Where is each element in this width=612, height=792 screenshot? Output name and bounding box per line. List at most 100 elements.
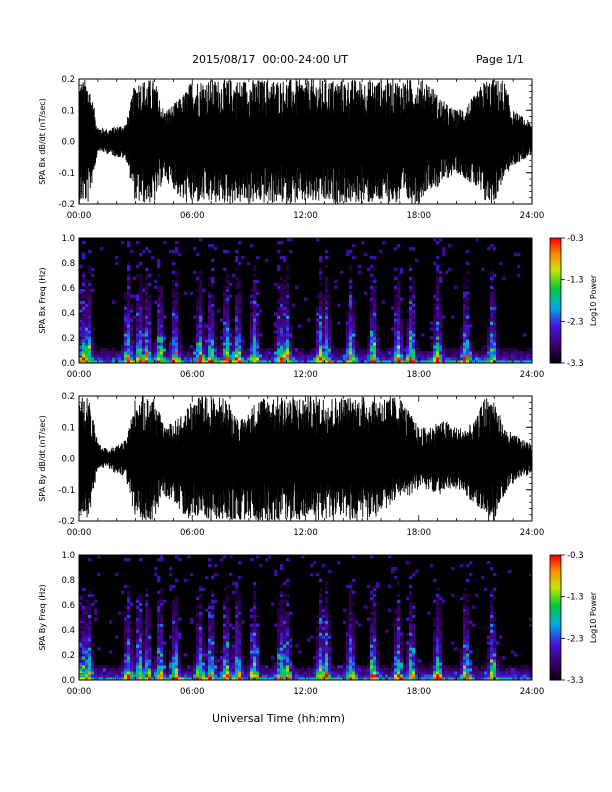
spectrogram-cell bbox=[145, 668, 149, 672]
spectrogram-cell bbox=[436, 324, 440, 328]
spectrogram-cell bbox=[430, 345, 434, 349]
spectrogram-cell bbox=[478, 360, 482, 364]
spectrogram-cell bbox=[394, 647, 398, 651]
spectrogram-cell bbox=[244, 677, 248, 681]
spectrogram-cell bbox=[505, 354, 509, 358]
spectrogram-cell bbox=[493, 647, 497, 651]
spectrogram-cell bbox=[88, 264, 92, 269]
spectrogram-cell bbox=[316, 641, 320, 645]
spectrogram-cell bbox=[139, 306, 143, 310]
spectrogram-cell bbox=[319, 324, 323, 328]
spectrogram-cell bbox=[493, 324, 497, 328]
spectrogram-cell bbox=[394, 276, 398, 281]
spectrogram-cell bbox=[370, 255, 374, 260]
spectrogram-cell bbox=[199, 641, 203, 645]
spectrogram-cell bbox=[394, 348, 398, 352]
spectrogram-cell bbox=[352, 348, 356, 352]
spectrogram-cell bbox=[79, 306, 83, 310]
spectrogram-cell bbox=[196, 638, 200, 642]
spectrogram-cell bbox=[283, 330, 287, 334]
spectrogram-cell bbox=[379, 674, 383, 678]
spectrogram-cell bbox=[307, 677, 311, 681]
spectrogram-cell bbox=[370, 638, 374, 642]
spectrogram-cell bbox=[223, 650, 227, 654]
spectrogram-cell bbox=[325, 632, 329, 636]
spectrogram-cell bbox=[142, 303, 146, 307]
spectrogram-cell bbox=[214, 644, 218, 648]
spectrogram-cell bbox=[466, 611, 470, 615]
spectrogram-cell bbox=[79, 626, 83, 630]
spectrogram-cell bbox=[178, 677, 182, 681]
spectrogram-cell bbox=[319, 599, 323, 604]
spectrogram-cell bbox=[496, 348, 500, 352]
spectrogram-cell bbox=[97, 677, 101, 681]
spectrogram-cell bbox=[97, 572, 101, 577]
spectrogram-cell bbox=[466, 674, 470, 678]
spectrogram-cell bbox=[199, 345, 203, 349]
spectrogram-cell bbox=[490, 243, 494, 248]
spectrogram-cell bbox=[235, 267, 239, 272]
spectrogram-cell bbox=[469, 330, 473, 334]
spectrogram-cell bbox=[196, 303, 200, 307]
colorbar-swatch bbox=[550, 590, 561, 593]
spectrogram-cell bbox=[193, 653, 197, 657]
colorbar-swatch bbox=[550, 290, 561, 293]
spectrogram-cell bbox=[511, 650, 515, 654]
spectrogram-cell bbox=[409, 590, 413, 595]
spectrogram-cell bbox=[82, 339, 86, 343]
spectrogram-cell bbox=[121, 668, 125, 672]
spectrogram-cell bbox=[376, 584, 380, 589]
spectrogram-cell bbox=[502, 677, 506, 681]
spectrogram-cell bbox=[493, 246, 497, 251]
spectrogram-cell bbox=[124, 345, 128, 349]
spectrogram-cell bbox=[466, 638, 470, 642]
spectrogram-cell bbox=[223, 354, 227, 358]
spectrogram-cell bbox=[529, 668, 533, 672]
spectrogram-cell bbox=[490, 303, 494, 307]
spectrogram-cell bbox=[79, 345, 83, 349]
spectrogram-cell bbox=[238, 318, 242, 322]
y-tick-label: 0.0 bbox=[61, 138, 75, 148]
spectrogram-cell bbox=[400, 324, 404, 328]
spectrogram-cell bbox=[85, 324, 89, 328]
spectrogram-cell bbox=[160, 644, 164, 648]
spectrogram-cell bbox=[157, 345, 161, 349]
spectrogram-cell bbox=[235, 351, 239, 355]
spectrogram-cell bbox=[370, 279, 374, 284]
spectrogram-cell bbox=[208, 345, 212, 349]
spectrogram-cell bbox=[409, 294, 413, 298]
spectrogram-cell bbox=[169, 345, 173, 349]
spectrogram-cell bbox=[490, 629, 494, 633]
spectrogram-cell bbox=[175, 602, 179, 606]
spectrogram-cell bbox=[226, 294, 230, 298]
spectrogram-cell bbox=[298, 674, 302, 678]
spectrogram-cell bbox=[406, 342, 410, 346]
spectrogram-cell bbox=[238, 671, 242, 675]
spectrogram-cell bbox=[367, 354, 371, 358]
spectrogram-cell bbox=[301, 674, 305, 678]
spectrogram-cell bbox=[178, 342, 182, 346]
spectrogram-cell bbox=[286, 264, 290, 269]
spectrogram-cell bbox=[199, 294, 203, 298]
spectrogram-cell bbox=[208, 671, 212, 675]
spectrogram-cell bbox=[322, 665, 326, 669]
spectrogram-cell bbox=[283, 327, 287, 331]
spectrogram-cell bbox=[151, 671, 155, 675]
spectrogram-cell bbox=[376, 336, 380, 340]
spectrogram-cell bbox=[172, 638, 176, 642]
spectrogram-cell bbox=[142, 677, 146, 681]
spectrogram-cell bbox=[211, 306, 215, 310]
spectrogram-cell bbox=[397, 312, 401, 316]
x-tick-label: 12:00 bbox=[293, 528, 318, 538]
spectrogram-cell bbox=[277, 647, 281, 651]
spectrogram-cell bbox=[127, 297, 131, 301]
spectrogram-cell bbox=[211, 357, 215, 361]
spectrogram-cell bbox=[286, 360, 290, 364]
spectrogram-cell bbox=[397, 273, 401, 278]
spectrogram-cell bbox=[337, 671, 341, 675]
spectrogram-cell bbox=[112, 665, 116, 669]
spectrogram-cell bbox=[280, 330, 284, 334]
spectrogram-cell bbox=[112, 677, 116, 681]
spectrogram-cell bbox=[124, 348, 128, 352]
spectrogram-cell bbox=[208, 327, 212, 331]
